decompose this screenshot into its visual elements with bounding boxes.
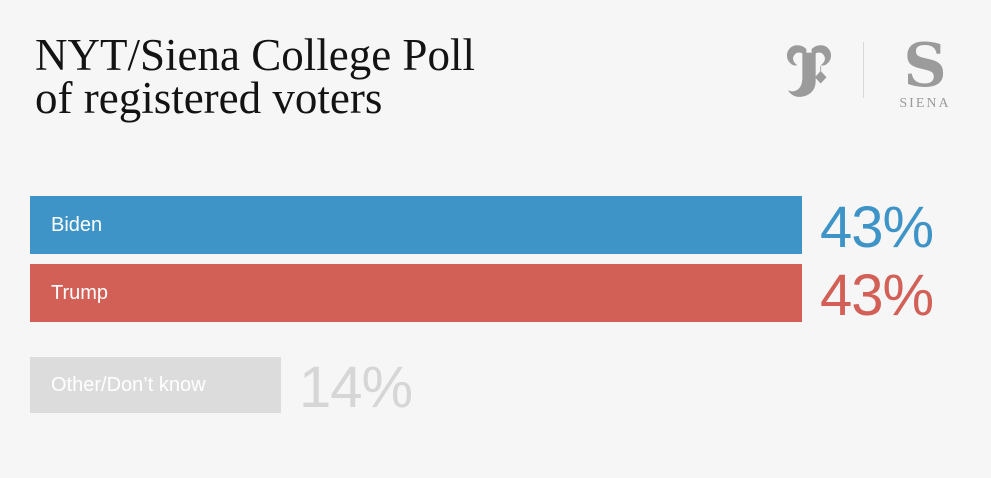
bar-row-trump: Trump 43%: [30, 262, 991, 328]
bar-biden: Biden: [30, 196, 802, 254]
bar-row-other: Other/Don’t know 14%: [30, 357, 991, 416]
siena-wordmark: SIENA: [899, 96, 951, 111]
value-label-trump: 43%: [820, 262, 934, 328]
bar-label-other: Other/Don’t know: [51, 373, 206, 396]
title-line-1: NYT/Siena College Poll: [35, 30, 475, 80]
nyt-times-t-icon: [784, 40, 834, 102]
siena-s-icon: S: [903, 31, 947, 101]
bar-row-biden: Biden 43%: [30, 194, 991, 260]
bar-trump: Trump: [30, 264, 802, 322]
value-label-other: 14%: [299, 354, 413, 420]
value-label-biden: 43%: [820, 194, 934, 260]
logo-divider: [863, 42, 864, 98]
title-line-2: of registered voters: [35, 73, 383, 123]
logo-group: S SIENA: [784, 36, 957, 112]
bar-other: Other/Don’t know: [30, 357, 281, 413]
page-title: NYT/Siena College Poll of registered vot…: [35, 30, 475, 123]
bar-label-trump: Trump: [51, 281, 109, 304]
siena-college-logo: S SIENA: [893, 36, 957, 112]
bar-label-biden: Biden: [51, 213, 103, 236]
